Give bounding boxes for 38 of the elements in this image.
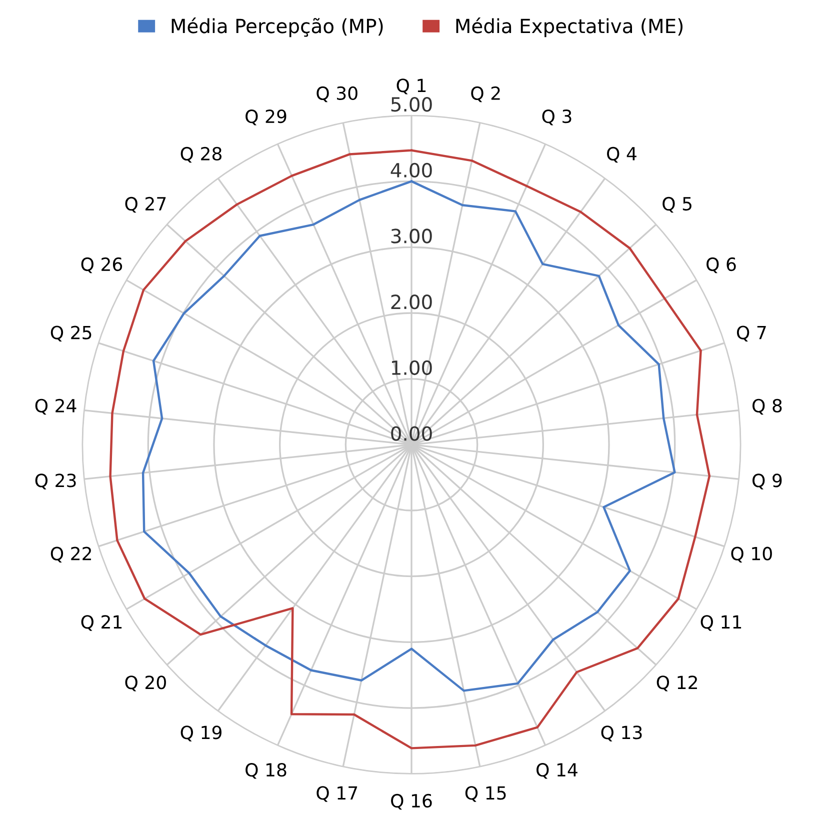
spoke-label: Q 22 <box>50 546 91 563</box>
spoke-label: Q 17 <box>316 786 358 802</box>
spoke-label: Q 19 <box>180 726 222 742</box>
spoke-label: Q 2 <box>471 86 500 102</box>
spoke-label: Q 9 <box>752 474 782 490</box>
spoke-label: Q 6 <box>706 257 736 274</box>
spoke-label: Q 8 <box>752 398 782 415</box>
y-tick-label: 1.00 <box>392 360 432 376</box>
y-tick-label: 2.00 <box>391 294 432 310</box>
spoke-label: Q 24 <box>35 398 76 415</box>
spoke-label: Q 16 <box>391 794 432 810</box>
spoke-label: Q 3 <box>542 110 572 126</box>
spoke-label: Q 5 <box>662 196 692 213</box>
spoke-label: Q 7 <box>736 326 766 342</box>
spoke-label: Q 15 <box>465 786 506 802</box>
spoke-label: Q 13 <box>601 726 642 742</box>
spoke-label: Q 26 <box>81 257 122 274</box>
spoke-label: Q 18 <box>246 763 286 779</box>
spoke-label: Q 4 <box>607 146 636 163</box>
spoke-label: Q 25 <box>50 326 92 342</box>
spoke-label: Q 29 <box>246 110 286 126</box>
y-tick-label: 0.00 <box>391 426 432 441</box>
spoke-label: Q 1 <box>396 78 426 94</box>
y-tick-label: 3.00 <box>391 228 432 244</box>
legend-label: Média Percepção (MP) <box>172 18 383 38</box>
y-tick-label: 5.00 <box>391 96 432 112</box>
spoke-label: Q 10 <box>731 546 772 563</box>
spoke-label: Q 30 <box>316 86 358 102</box>
spoke-label: Q 28 <box>180 146 222 163</box>
spoke-label: Q 27 <box>125 196 166 213</box>
spoke-label: Q 11 <box>700 615 742 631</box>
spoke-label: Q 23 <box>35 474 76 490</box>
spoke-label: Q 12 <box>656 676 697 692</box>
spoke-label: Q 14 <box>536 763 578 779</box>
spoke-label: Q 20 <box>125 676 166 692</box>
legend-label: Média Expectativa (ME) <box>456 18 683 38</box>
spoke-label: Q 21 <box>81 615 122 631</box>
y-tick-label: 4.00 <box>390 162 432 178</box>
